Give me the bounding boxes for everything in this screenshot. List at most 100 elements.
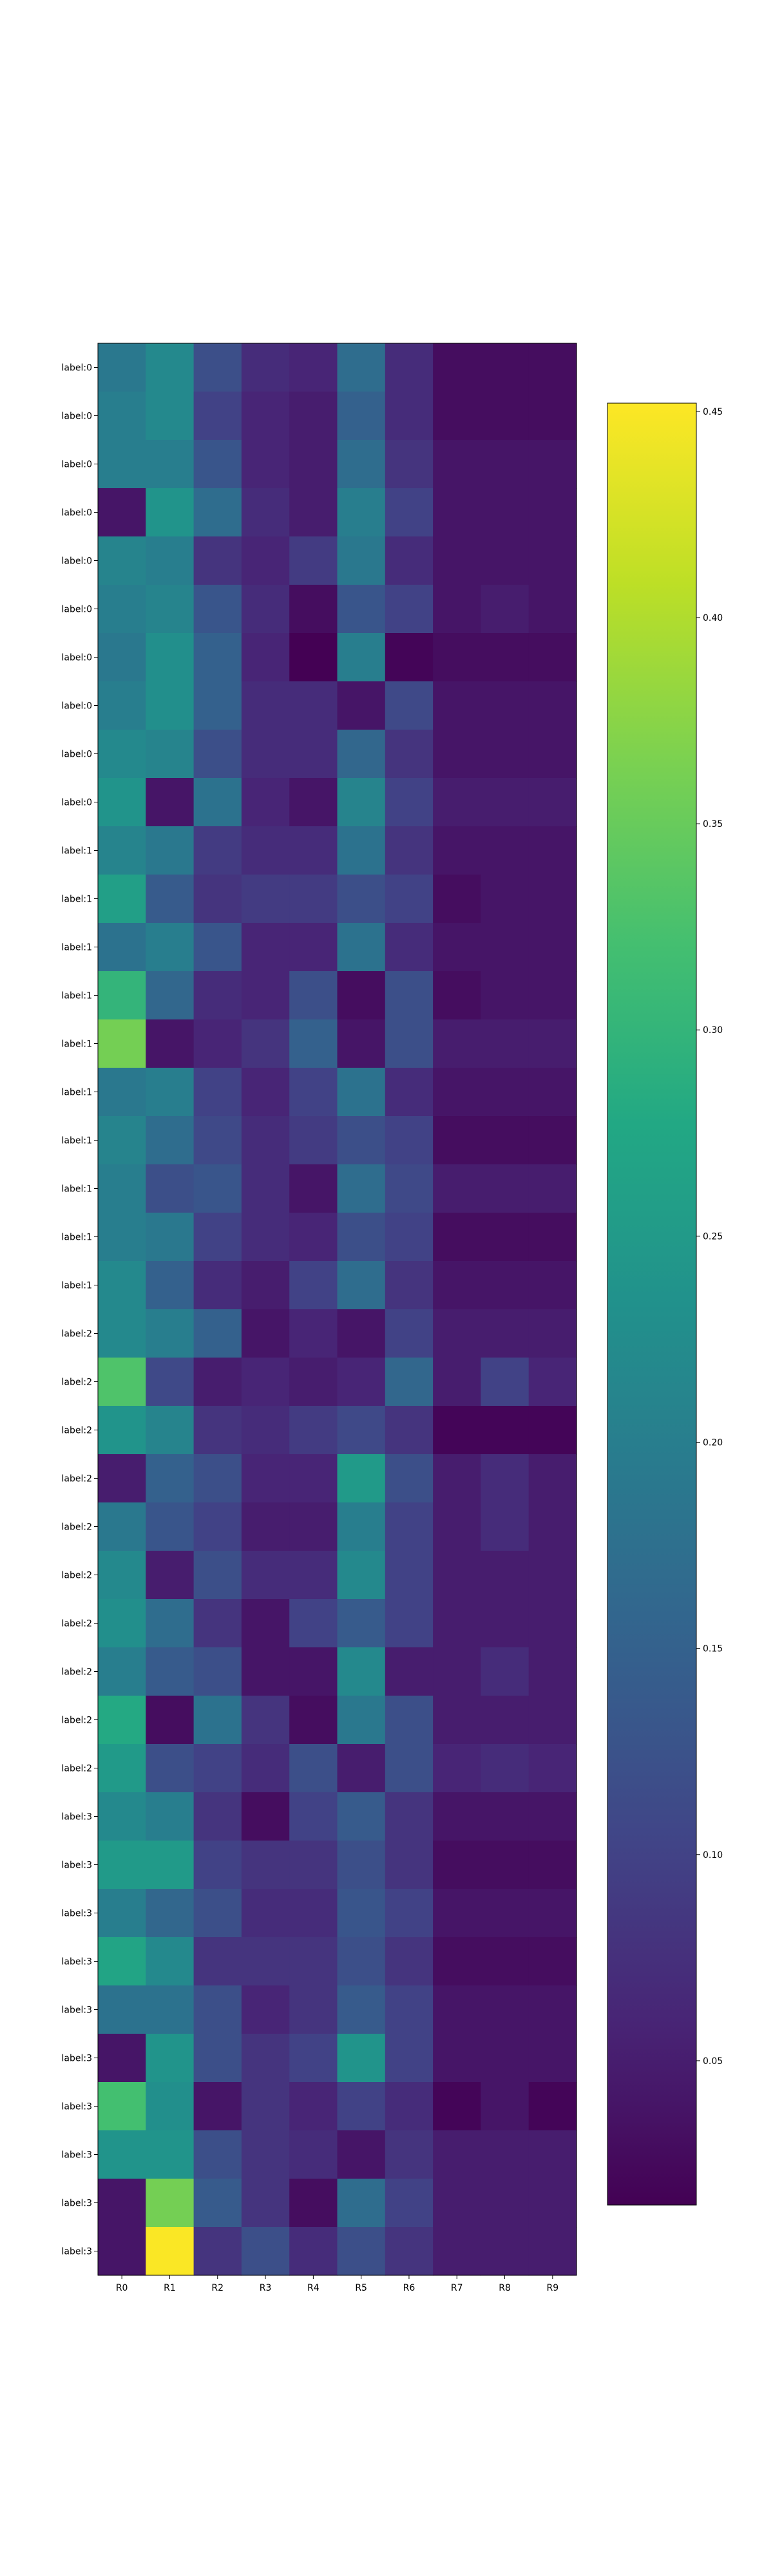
heatmap-cell — [146, 1116, 195, 1165]
heatmap-cell — [98, 1309, 146, 1358]
heatmap-cell — [433, 1551, 481, 1600]
heatmap-cell — [433, 1406, 481, 1455]
y-tick-label: label:1 — [62, 943, 92, 953]
y-tick-label: label:1 — [62, 895, 92, 905]
heatmap-cell — [481, 585, 530, 634]
heatmap-cell — [289, 1502, 338, 1551]
y-tick-label: label:3 — [62, 2102, 92, 2112]
heatmap-cell — [241, 2130, 290, 2179]
heatmap-cell — [481, 1406, 530, 1455]
heatmap-cell — [337, 343, 386, 392]
heatmap-cell — [98, 488, 146, 537]
heatmap-cell — [241, 1019, 290, 1068]
heatmap-cell — [385, 1647, 434, 1696]
heatmap-cell — [481, 2227, 530, 2276]
heatmap-cell — [193, 826, 242, 875]
heatmap-cell — [98, 1261, 146, 1310]
x-tick-label: R8 — [499, 2283, 511, 2293]
heatmap-cell — [193, 1116, 242, 1165]
heatmap-cell — [98, 1406, 146, 1455]
heatmap-cell — [433, 1599, 481, 1648]
heatmap-cell — [385, 730, 434, 779]
heatmap-cell — [481, 778, 530, 827]
y-tick-label: label:1 — [62, 991, 92, 1001]
heatmap-cell — [385, 971, 434, 1020]
heatmap-cell — [146, 1358, 195, 1406]
x-tick-label: R5 — [355, 2283, 367, 2293]
colorbar-gradient — [607, 403, 696, 2205]
heatmap-cell — [385, 1937, 434, 1986]
heatmap-cell — [481, 1551, 530, 1600]
heatmap-cell — [146, 536, 195, 585]
heatmap-cell — [481, 1744, 530, 1793]
heatmap-cell — [146, 343, 195, 392]
heatmap-cell — [433, 1164, 481, 1213]
heatmap-cell — [98, 1937, 146, 1986]
heatmap-cell — [98, 1213, 146, 1262]
y-tick-label: label:2 — [62, 1571, 92, 1581]
heatmap-cell — [385, 875, 434, 923]
heatmap-cell — [193, 1696, 242, 1745]
heatmap-cell — [337, 1744, 386, 1793]
heatmap-cell — [337, 1019, 386, 1068]
heatmap-cell — [528, 1985, 577, 2034]
heatmap-cell — [146, 1647, 195, 1696]
heatmap-cell — [146, 2082, 195, 2131]
heatmap-cell — [528, 1116, 577, 1165]
heatmap-cell — [98, 1599, 146, 1648]
heatmap-cell — [241, 1696, 290, 1745]
heatmap-cell — [433, 778, 481, 827]
heatmap-cell — [98, 1502, 146, 1551]
heatmap-cell — [337, 1889, 386, 1938]
heatmap-cell — [337, 1406, 386, 1455]
heatmap-cell — [433, 1309, 481, 1358]
colorbar-tick-label: 0.40 — [703, 613, 723, 623]
heatmap-cell — [98, 2227, 146, 2276]
heatmap-cell — [289, 681, 338, 730]
heatmap-cell — [481, 488, 530, 537]
heatmap-cell — [193, 1647, 242, 1696]
heatmap-cell — [193, 2179, 242, 2228]
y-tick-label: label:0 — [62, 798, 92, 808]
y-tick-label: label:2 — [62, 1474, 92, 1484]
heatmap-cell — [241, 440, 290, 489]
heatmap-cell — [528, 1068, 577, 1117]
x-tick-label: R1 — [164, 2283, 176, 2293]
y-tick-label: label:3 — [62, 2005, 92, 2016]
heatmap-cell — [193, 1309, 242, 1358]
y-tick-label: label:0 — [62, 750, 92, 760]
heatmap-cell — [337, 2179, 386, 2228]
heatmap-cell — [241, 633, 290, 682]
heatmap-cell — [146, 2130, 195, 2179]
heatmap-cell — [98, 1889, 146, 1938]
heatmap-cell — [385, 1261, 434, 1310]
heatmap-cell — [337, 2130, 386, 2179]
heatmap-cell — [289, 1116, 338, 1165]
heatmap-cell — [528, 1792, 577, 1841]
heatmap-cell — [385, 2082, 434, 2131]
heatmap-cell — [528, 681, 577, 730]
heatmap-cell — [98, 633, 146, 682]
x-axis-ticks: R0 R1 R2 R3 R4 R5 R6 R7 R8 R9 — [116, 2275, 558, 2293]
heatmap-cell — [146, 1551, 195, 1600]
y-tick-label: label:2 — [62, 1619, 92, 1629]
heatmap-cell — [146, 1889, 195, 1938]
heatmap-cell — [337, 1116, 386, 1165]
heatmap-cell — [385, 392, 434, 440]
heatmap-cell — [433, 1985, 481, 2034]
heatmap-cell — [289, 1889, 338, 1938]
heatmap-cell — [385, 1889, 434, 1938]
heatmap-cell — [481, 1502, 530, 1551]
heatmap-cell — [193, 1792, 242, 1841]
heatmap-cell — [98, 2179, 146, 2228]
heatmap-cell — [98, 343, 146, 392]
heatmap-cell — [481, 1213, 530, 1262]
y-tick-label: label:2 — [62, 1329, 92, 1340]
heatmap-cell — [528, 1744, 577, 1793]
heatmap-cell — [289, 488, 338, 537]
heatmap-cell — [289, 1068, 338, 1117]
heatmap-cell — [528, 1358, 577, 1406]
y-tick-label: label:0 — [62, 556, 92, 567]
heatmap-cell — [241, 1261, 290, 1310]
heatmap-cell — [146, 1068, 195, 1117]
